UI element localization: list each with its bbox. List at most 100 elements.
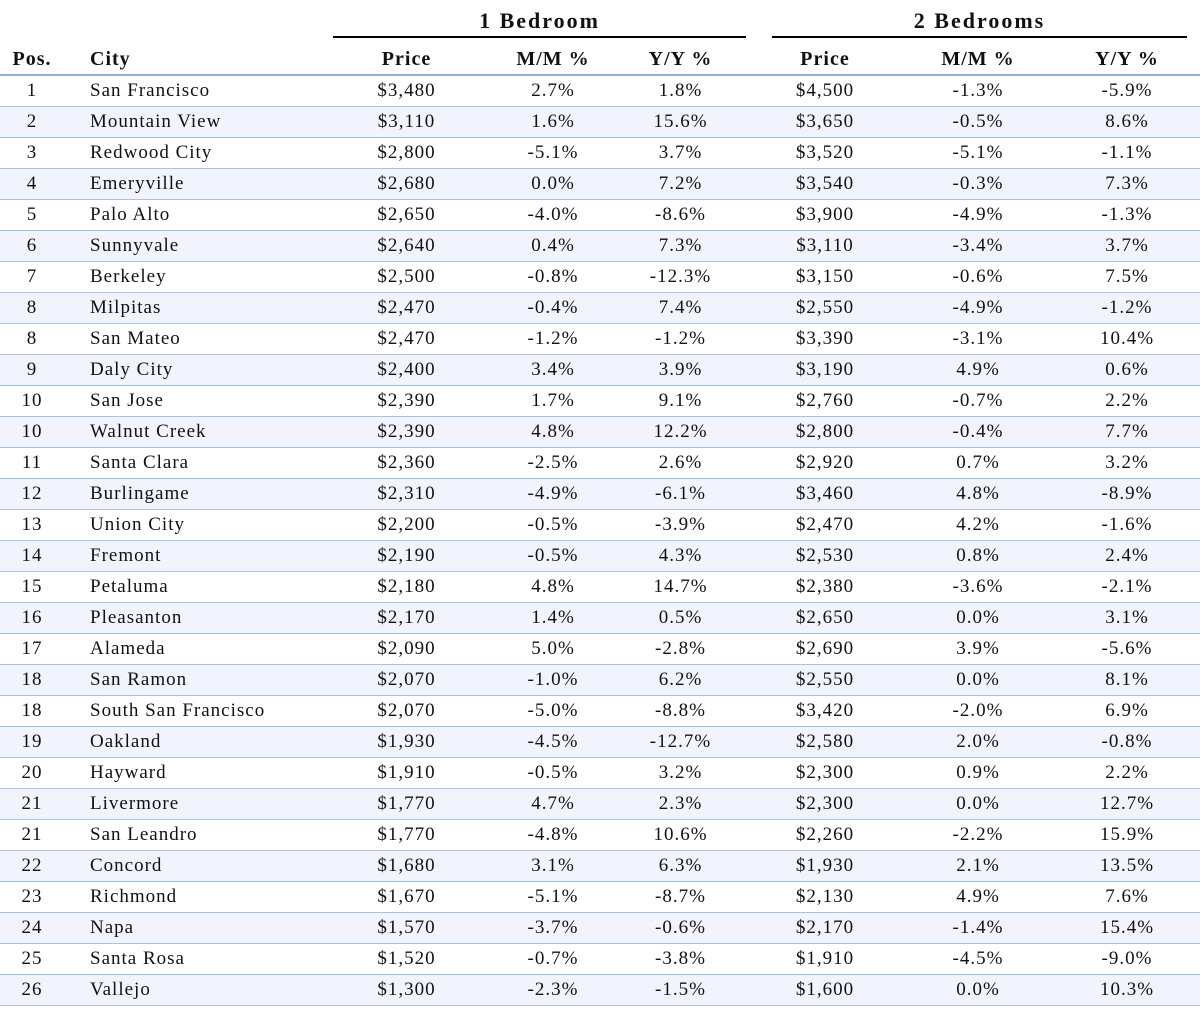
yy-1br-cell: -12.7% <box>613 726 748 758</box>
pos-cell: 2 <box>0 106 64 138</box>
mm-1br-cell: 1.6% <box>493 106 613 138</box>
price-1br-cell: $1,770 <box>320 819 493 851</box>
yy-2br-cell: 13.5% <box>1054 850 1200 882</box>
group-rule-1-bedroom <box>333 36 746 38</box>
yy-1br-cell: 12.2% <box>613 416 748 448</box>
yy-2br-cell: 3.7% <box>1054 230 1200 262</box>
table-row: 8 San Mateo $2,470 -1.2% -1.2% $3,390 -3.1% 10.… <box>0 323 1200 355</box>
yy-1br-cell: -8.7% <box>613 881 748 913</box>
table-row: 21 San Leandro $1,770 -4.8% 10.6% $2,260 -2.2%… <box>0 819 1200 851</box>
mm-1br-cell: 5.0% <box>493 633 613 665</box>
price-2br-cell: $3,390 <box>748 323 902 355</box>
mm-1br-cell: -4.8% <box>493 819 613 851</box>
price-2br-cell: $2,800 <box>748 416 902 448</box>
price-2br-cell: $4,500 <box>748 75 902 107</box>
pos-cell: 5 <box>0 199 64 231</box>
mm-1br-cell: -5.0% <box>493 695 613 727</box>
col-header-mm-2br: M/M % <box>902 44 1054 76</box>
price-2br-cell: $3,650 <box>748 106 902 138</box>
mm-2br-cell: 2.1% <box>902 850 1054 882</box>
yy-1br-cell: 9.1% <box>613 385 748 417</box>
price-2br-cell: $2,920 <box>748 447 902 479</box>
price-2br-cell: $2,530 <box>748 540 902 572</box>
mm-1br-cell: -0.4% <box>493 292 613 324</box>
yy-2br-cell: 2.4% <box>1054 540 1200 572</box>
yy-1br-cell: 6.3% <box>613 850 748 882</box>
table-row: 24 Napa $1,570 -3.7% -0.6% $2,170 -1.4% 15.4% <box>0 912 1200 944</box>
price-2br-cell: $2,170 <box>748 912 902 944</box>
yy-1br-cell: 4.3% <box>613 540 748 572</box>
pos-cell: 3 <box>0 137 64 169</box>
price-2br-cell: $3,150 <box>748 261 902 293</box>
pos-cell: 23 <box>0 881 64 913</box>
mm-2br-cell: -5.1% <box>902 137 1054 169</box>
mm-1br-cell: -5.1% <box>493 881 613 913</box>
yy-1br-cell: 2.6% <box>613 447 748 479</box>
table-row: 4 Emeryville $2,680 0.0% 7.2% $3,540 -0.3% 7.3% <box>0 168 1200 200</box>
table-row: 16 Pleasanton $2,170 1.4% 0.5% $2,650 0.0% 3.1% <box>0 602 1200 634</box>
pos-cell: 25 <box>0 943 64 975</box>
mm-2br-cell: 0.9% <box>902 757 1054 789</box>
price-2br-cell: $2,580 <box>748 726 902 758</box>
price-1br-cell: $2,390 <box>320 416 493 448</box>
yy-2br-cell: 7.5% <box>1054 261 1200 293</box>
table-row: 17 Alameda $2,090 5.0% -2.8% $2,690 3.9% -5.6% <box>0 633 1200 665</box>
city-cell: Alameda <box>64 633 320 665</box>
yy-1br-cell: 3.9% <box>613 354 748 386</box>
city-cell: Emeryville <box>64 168 320 200</box>
table-row: 21 Livermore $1,770 4.7% 2.3% $2,300 0.0% 12.7% <box>0 788 1200 820</box>
mm-2br-cell: -3.6% <box>902 571 1054 603</box>
city-cell: Concord <box>64 850 320 882</box>
price-1br-cell: $2,200 <box>320 509 493 541</box>
city-cell: Santa Rosa <box>64 943 320 975</box>
yy-2br-cell: 12.7% <box>1054 788 1200 820</box>
yy-1br-cell: 7.3% <box>613 230 748 262</box>
city-cell: Burlingame <box>64 478 320 510</box>
price-1br-cell: $2,310 <box>320 478 493 510</box>
mm-1br-cell: -4.5% <box>493 726 613 758</box>
mm-1br-cell: -0.7% <box>493 943 613 975</box>
pos-cell: 7 <box>0 261 64 293</box>
rent-table: Pos. City Price M/M % Y/Y % Price M/M % … <box>0 44 1200 1006</box>
yy-1br-cell: 1.8% <box>613 75 748 107</box>
city-cell: South San Francisco <box>64 695 320 727</box>
price-2br-cell: $2,760 <box>748 385 902 417</box>
group-rule-2-bedrooms <box>772 36 1187 38</box>
city-cell: Palo Alto <box>64 199 320 231</box>
yy-2br-cell: 7.7% <box>1054 416 1200 448</box>
table-row: 14 Fremont $2,190 -0.5% 4.3% $2,530 0.8% 2.4% <box>0 540 1200 572</box>
table-row: 2 Mountain View $3,110 1.6% 15.6% $3,650 -0.5%… <box>0 106 1200 138</box>
price-1br-cell: $2,190 <box>320 540 493 572</box>
yy-2br-cell: -0.8% <box>1054 726 1200 758</box>
yy-1br-cell: -3.8% <box>613 943 748 975</box>
mm-2br-cell: -1.3% <box>902 75 1054 107</box>
mm-2br-cell: 0.0% <box>902 664 1054 696</box>
yy-2br-cell: 3.2% <box>1054 447 1200 479</box>
table-row: 13 Union City $2,200 -0.5% -3.9% $2,470 4.2% -1… <box>0 509 1200 541</box>
mm-1br-cell: 3.4% <box>493 354 613 386</box>
price-1br-cell: $2,360 <box>320 447 493 479</box>
table-row: 23 Richmond $1,670 -5.1% -8.7% $2,130 4.9% 7.6% <box>0 881 1200 913</box>
mm-1br-cell: 4.7% <box>493 788 613 820</box>
mm-2br-cell: -4.5% <box>902 943 1054 975</box>
mm-1br-cell: -0.8% <box>493 261 613 293</box>
mm-1br-cell: -4.9% <box>493 478 613 510</box>
price-2br-cell: $3,190 <box>748 354 902 386</box>
mm-2br-cell: -0.6% <box>902 261 1054 293</box>
yy-2br-cell: -1.6% <box>1054 509 1200 541</box>
table-row: 26 Vallejo $1,300 -2.3% -1.5% $1,600 0.0% 10.3% <box>0 974 1200 1006</box>
yy-1br-cell: 10.6% <box>613 819 748 851</box>
price-1br-cell: $2,070 <box>320 695 493 727</box>
city-cell: San Jose <box>64 385 320 417</box>
mm-1br-cell: -4.0% <box>493 199 613 231</box>
table-row: 12 Burlingame $2,310 -4.9% -6.1% $3,460 4.8% -8… <box>0 478 1200 510</box>
price-1br-cell: $3,480 <box>320 75 493 107</box>
yy-2br-cell: -5.6% <box>1054 633 1200 665</box>
table-row: 10 Walnut Creek $2,390 4.8% 12.2% $2,800 -0.4%… <box>0 416 1200 448</box>
pos-cell: 10 <box>0 385 64 417</box>
price-1br-cell: $1,570 <box>320 912 493 944</box>
table-row: 19 Oakland $1,930 -4.5% -12.7% $2,580 2.0% -0.8… <box>0 726 1200 758</box>
yy-1br-cell: 15.6% <box>613 106 748 138</box>
col-header-pos: Pos. <box>0 44 64 76</box>
